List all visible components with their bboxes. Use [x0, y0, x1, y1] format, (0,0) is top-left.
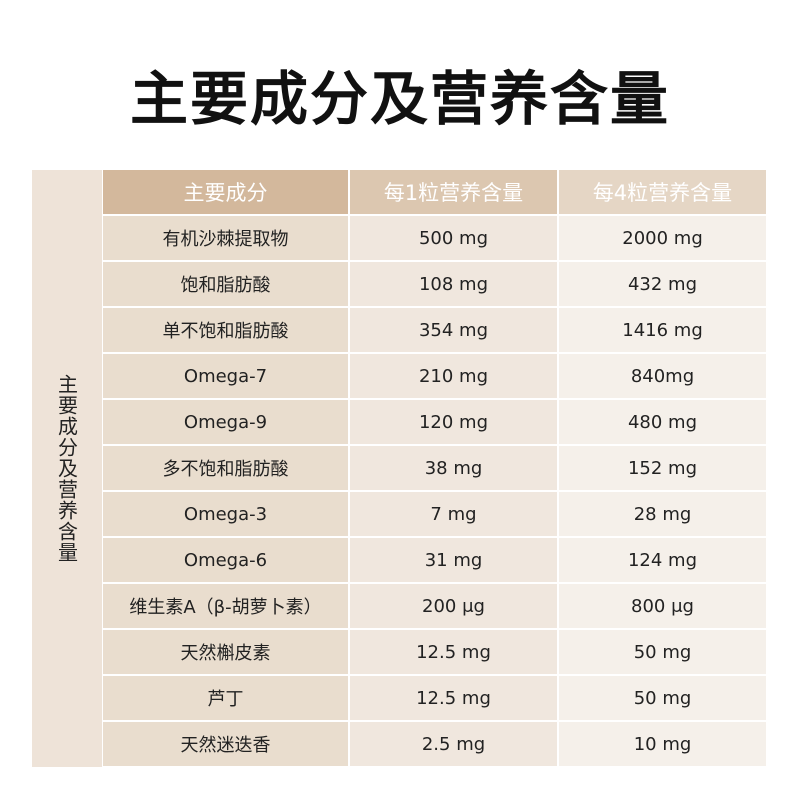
per-1-cell: 200 μg: [348, 582, 559, 630]
table-row: 有机沙棘提取物 500 mg 2000 mg: [103, 215, 768, 262]
per-4-cell: 124 mg: [557, 536, 768, 584]
ingredient-cell: 单不饱和脂肪酸: [103, 306, 350, 354]
ingredient-cell: Omega-6: [103, 536, 350, 584]
table-row: 多不饱和脂肪酸 38 mg 152 mg: [103, 444, 768, 492]
per-4-cell: 800 μg: [557, 582, 768, 630]
table-row: Omega-6 31 mg 124 mg: [103, 536, 768, 584]
ingredient-cell: 芦丁: [103, 674, 350, 722]
table-row: 天然迷迭香 2.5 mg 10 mg: [103, 720, 768, 768]
per-1-cell: 120 mg: [348, 398, 559, 446]
per-4-cell: 28 mg: [557, 490, 768, 538]
per-1-cell: 500 mg: [348, 215, 559, 262]
side-label: 主要成分及营养含量: [54, 374, 79, 563]
header-per-1: 每1粒营养含量: [348, 170, 559, 216]
ingredient-cell: 天然迷迭香: [103, 720, 350, 768]
ingredient-cell: 天然槲皮素: [103, 628, 350, 676]
per-4-cell: 10 mg: [557, 720, 768, 768]
ingredient-cell: 有机沙棘提取物: [103, 215, 350, 262]
table-row: Omega-3 7 mg 28 mg: [103, 490, 768, 538]
per-4-cell: 50 mg: [557, 674, 768, 722]
table-row: 天然槲皮素 12.5 mg 50 mg: [103, 628, 768, 676]
table-header-row: 主要成分 每1粒营养含量 每4粒营养含量: [103, 170, 768, 216]
per-4-cell: 152 mg: [557, 444, 768, 492]
ingredient-cell: 饱和脂肪酸: [103, 260, 350, 308]
ingredient-cell: 维生素A（β-胡萝卜素）: [103, 582, 350, 630]
ingredient-cell: Omega-7: [103, 352, 350, 400]
page-title: 主要成分及营养含量: [129, 65, 670, 133]
per-4-cell: 1416 mg: [557, 306, 768, 354]
table-row: 芦丁 12.5 mg 50 mg: [103, 674, 768, 722]
nutrition-table: 主要成分 每1粒营养含量 每4粒营养含量 有机沙棘提取物 500 mg 2000 m…: [103, 170, 768, 768]
per-1-cell: 7 mg: [348, 490, 559, 538]
table-row: Omega-7 210 mg 840mg: [103, 352, 768, 400]
per-4-cell: 480 mg: [557, 398, 768, 446]
per-4-cell: 50 mg: [557, 628, 768, 676]
per-1-cell: 108 mg: [348, 260, 559, 308]
ingredient-cell: 多不饱和脂肪酸: [103, 444, 350, 492]
table-row: 饱和脂肪酸 108 mg 432 mg: [103, 260, 768, 308]
per-4-cell: 840mg: [557, 352, 768, 400]
table-row: 维生素A（β-胡萝卜素） 200 μg 800 μg: [103, 582, 768, 630]
per-4-cell: 432 mg: [557, 260, 768, 308]
table-row: Omega-9 120 mg 480 mg: [103, 398, 768, 446]
per-1-cell: 12.5 mg: [348, 674, 559, 722]
per-1-cell: 38 mg: [348, 444, 559, 492]
per-1-cell: 354 mg: [348, 306, 559, 354]
side-label-panel: 主要成分及营养含量: [32, 170, 102, 767]
header-per-4: 每4粒营养含量: [557, 170, 768, 216]
per-1-cell: 12.5 mg: [348, 628, 559, 676]
per-4-cell: 2000 mg: [557, 215, 768, 262]
per-1-cell: 210 mg: [348, 352, 559, 400]
header-ingredient: 主要成分: [103, 170, 350, 216]
ingredient-cell: Omega-3: [103, 490, 350, 538]
ingredient-cell: Omega-9: [103, 398, 350, 446]
per-1-cell: 31 mg: [348, 536, 559, 584]
table-row: 单不饱和脂肪酸 354 mg 1416 mg: [103, 306, 768, 354]
per-1-cell: 2.5 mg: [348, 720, 559, 768]
